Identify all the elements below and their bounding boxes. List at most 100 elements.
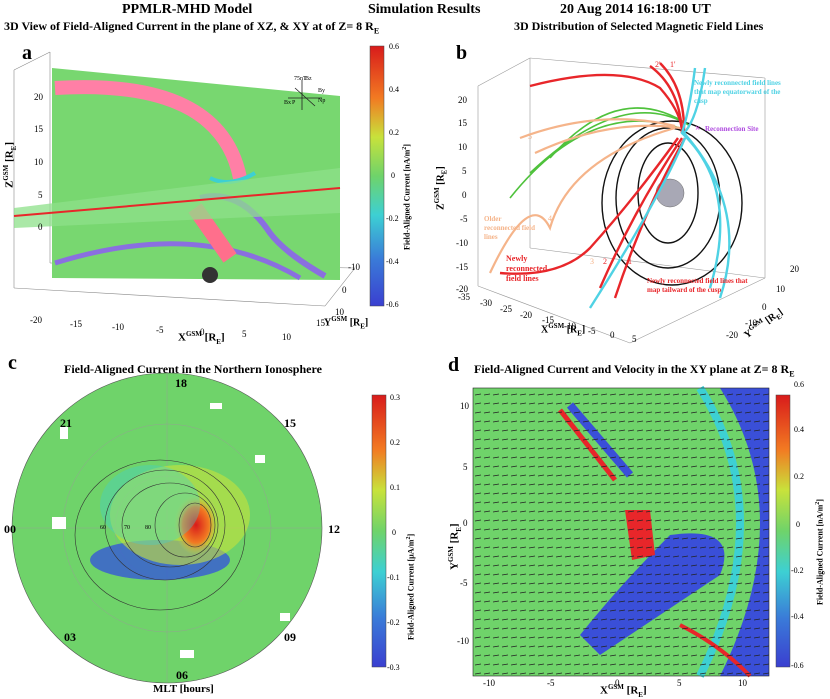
header-results: Simulation Results [368,2,481,17]
panel-d-cbar-tick: 0.6 [794,380,804,389]
panel-b-ytick: 10 [776,284,785,294]
panel-c-mlt-18: 18 [175,376,187,390]
panel-d-ytick: 0 [463,518,468,528]
panel-c-lat-label: 80 [145,525,151,531]
panel-b-xtick: 0 [610,330,615,340]
panel-a-xtick: 15 [316,318,325,328]
panel-a-ztick: 15 [34,124,43,134]
panel-b-ytick: -10 [745,318,757,328]
panel-b-ytick: -20 [726,330,738,340]
panel-a-inset-p: P [292,100,296,106]
panel-c-title: Field-Aligned Current in the Northern Io… [64,362,322,376]
panel-a-ztick: 20 [34,92,43,102]
panel-a-current-sheet [13,187,341,217]
panel-a-inset-t: 75nT [294,76,307,82]
panel-d-ytick: 5 [463,462,468,472]
panel-d-ylabel: YGSM [RE] [447,523,463,570]
panel-c-cbar-tick: 0.2 [390,438,400,447]
panel-b-ann-tail: Newly reconnected field lines that map t… [647,277,748,294]
panel-c-mlt-00: 00 [4,522,16,536]
panel-a-cbar-tick: -0.2 [386,214,399,223]
panel-b-num: 4 [548,214,552,223]
panel-b-num: 2' [655,60,661,69]
panel-a-xtick: -5 [156,325,164,335]
panel-d-xlabel: XGSM [RE] [600,683,647,699]
panel-c-cbar-label: Field-Aligned Current [µA/m2] [406,533,416,640]
panel-b-ztick: 15 [458,118,467,128]
panel-a-inset [288,80,322,110]
panel-d-figure [472,385,791,678]
panel-d-cbar-label: Field-Aligned Current [nA/m2] [815,499,825,605]
panel-c-cbar-tick: -0.1 [387,573,400,582]
panel-b-xtick: -25 [500,304,512,314]
panel-b-ztick: -5 [460,214,468,224]
panel-a-ztick: 0 [38,222,43,232]
panel-d-cbar-tick: 0 [796,520,800,529]
panel-b-xtick: -30 [480,298,492,308]
panel-a-xy-plane [14,168,340,228]
panel-b-num: 3 [590,257,594,266]
panel-c-cbar-tick: -0.3 [387,663,400,672]
panel-a-letter: a [22,42,32,64]
panel-c-figure [11,372,387,684]
panel-d-velocity-vectors [473,388,769,676]
panel-b-ztick: 5 [462,166,467,176]
panel-b-ytick: 0 [762,302,767,312]
panel-a-earth [202,267,218,283]
panel-d-ytick: 10 [460,401,469,411]
panel-d-ytick: -10 [457,636,469,646]
panel-c-cbar-tick: 0 [392,528,396,537]
panel-d-colorbar [775,394,791,668]
panel-b-ztick: 20 [458,95,467,105]
panel-d-letter: d [448,354,460,376]
panel-c-contours [74,459,246,611]
panel-d-cbar-tick: -0.2 [791,566,804,575]
panel-d-ytick: -5 [460,578,468,588]
panel-b-xlabel: XGSM [RE] [541,322,586,338]
panel-b-cyan-lines [588,67,731,309]
panel-b-ytick: 20 [790,264,799,274]
panel-a-cbar-label: Field-Aligned Current [nA/m2] [402,144,412,250]
panel-b-num: 1 [628,257,632,266]
panel-b-ann-older: Older reconnected field lines [484,215,535,241]
panel-b-ztick: -20 [456,284,468,294]
panel-b-letter: b [456,42,468,64]
panel-a-cbar-tick: -0.6 [386,300,399,309]
panel-b-num: 1' [670,60,676,69]
panel-a-inset-bx: Bx [284,100,292,106]
panel-c-cbar-tick: 0.1 [390,483,400,492]
panel-a-xtick: -10 [112,322,124,332]
panel-c-mlt-12: 12 [328,522,340,536]
panel-d-plot-frame [472,387,770,677]
panel-c-letter: c [8,352,17,374]
panel-c-mlt-21: 21 [60,416,72,430]
panel-b-reconn-marker: × [695,123,700,133]
panel-a-title: 3D View of Field-Aligned Current in the … [4,19,380,36]
panel-a-cbar-tick: 0 [391,171,395,180]
panel-b-ztick: 0 [462,190,467,200]
header-datetime: 20 Aug 2014 16:18:00 UT [560,2,711,17]
panel-c-lat-label: 60 [100,525,106,531]
panel-b-ztick: 10 [458,142,467,152]
panel-a-inset-n: Np [318,98,326,104]
panel-d-cbar-tick: -0.4 [791,612,804,621]
panel-a-inset-bz: Bz [305,76,312,82]
panel-a-xtick: -20 [30,315,42,325]
panel-d-xtick: 5 [677,678,682,688]
panel-b-older-lines [489,118,681,274]
panel-d-title: Field-Aligned Current and Velocity in th… [474,362,795,379]
panel-d-xtick: -10 [483,678,495,688]
panel-d-cbar-tick: 0.2 [794,472,804,481]
panel-a-cbar-tick: 0.2 [389,128,399,137]
panel-a-ztick: 10 [34,157,43,167]
panel-b-num: 2 [603,257,607,266]
panel-b-xtick: -10 [564,321,576,331]
panel-c-mlt-15: 15 [284,416,296,430]
panel-d-cbar-tick: -0.6 [791,661,804,670]
panel-a-xtick: 10 [282,332,291,342]
panel-a-cbar-tick: 0.4 [389,85,399,94]
panel-c-cbar-tick: 0.3 [390,393,400,402]
panel-c-gaps [52,403,290,658]
panel-b-ann-newly: Newly reconnected field lines [506,254,548,283]
panel-b-num: 5 [528,132,532,141]
